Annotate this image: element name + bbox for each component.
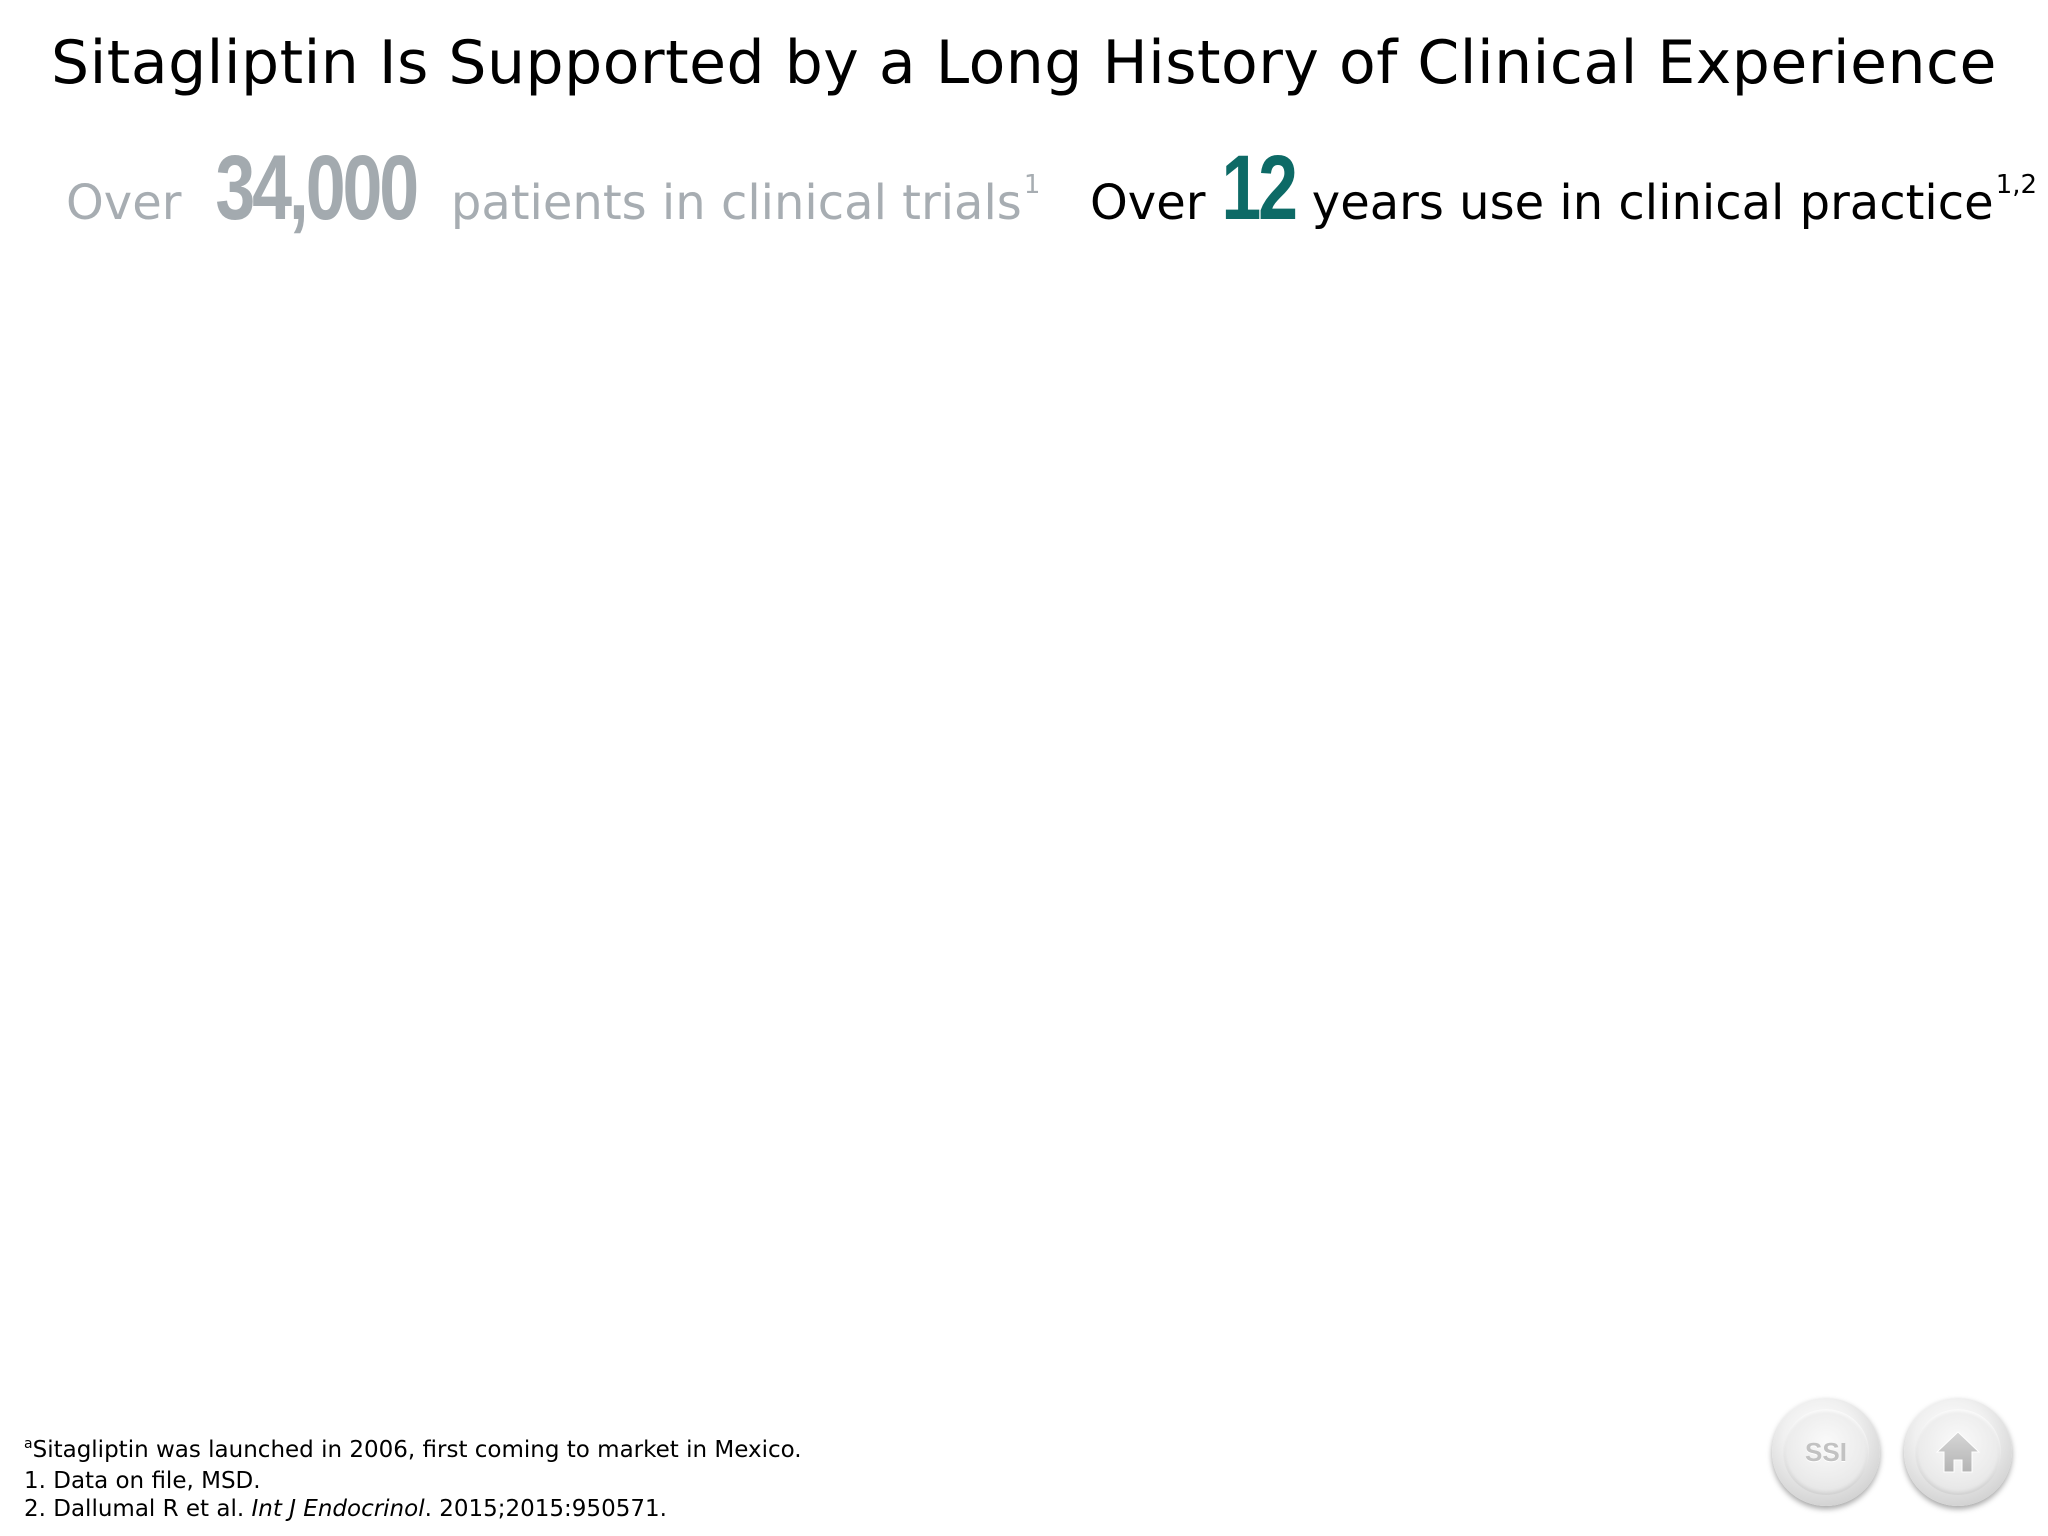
practice-number: 12 (1221, 137, 1299, 239)
home-icon (1935, 1431, 1981, 1473)
footnotes: aSitagliptin was launched in 2006, first… (24, 1436, 802, 1523)
trials-prefix: Over (66, 175, 182, 231)
footnote-a: aSitagliptin was launched in 2006, first… (24, 1436, 802, 1467)
trials-stat: Over 34,000 patients in clinical trials … (66, 136, 1041, 239)
reference-2-details: . 2015;2015:950571. (424, 1496, 667, 1522)
reference-2: 2. Dallumal R et al. Int J Endocrinol. 2… (24, 1495, 802, 1523)
reference-2-authors: 2. Dallumal R et al. (24, 1496, 252, 1522)
practice-prefix: Over (1090, 175, 1206, 231)
home-button-face (1915, 1409, 2001, 1495)
trials-suffix: patients in clinical trials (450, 175, 1022, 231)
home-button[interactable] (1904, 1398, 2012, 1506)
practice-reference: 1,2 (1995, 170, 2038, 200)
ssi-label: SSI (1805, 1436, 1847, 1467)
ssi-button-face: SSI (1783, 1409, 1869, 1495)
practice-stat: Over 12 years use in clinical practice 1… (1090, 136, 2038, 239)
trials-reference: 1 (1023, 170, 1041, 200)
trials-number: 34,000 (215, 137, 420, 239)
practice-suffix: years use in clinical practice (1311, 175, 1994, 231)
slide-title: Sitagliptin Is Supported by a Long Histo… (51, 28, 1997, 98)
footnote-a-marker: a (24, 1436, 33, 1452)
reference-1: 1. Data on file, MSD. (24, 1468, 261, 1494)
footnote-a-text: Sitagliptin was launched in 2006, first … (32, 1437, 802, 1463)
ssi-button[interactable]: SSI (1772, 1398, 1880, 1506)
reference-2-journal: Int J Endocrinol (251, 1496, 425, 1522)
